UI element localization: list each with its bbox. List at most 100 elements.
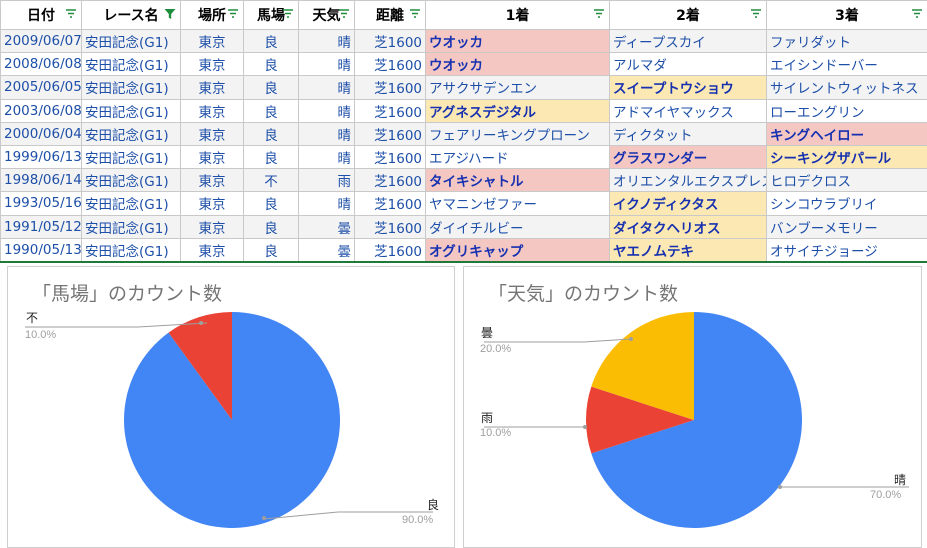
column-header-second[interactable]: 2着 (609, 0, 767, 30)
filter-icon[interactable] (593, 8, 605, 20)
cell-third[interactable]: ヒロデクロス (766, 168, 927, 193)
cell-dist[interactable]: 芝1600 (354, 168, 426, 193)
cell-dist[interactable]: 芝1600 (354, 121, 426, 146)
pie-slice[interactable] (586, 386, 694, 454)
table-row[interactable]: 2005/06/05 安田記念(G1) 東京良晴芝1600 アサクサデンエン スイープト… (0, 75, 927, 100)
cell-dist[interactable]: 芝1600 (354, 75, 426, 100)
cell-race[interactable]: 安田記念(G1) (81, 168, 181, 193)
filter-icon[interactable] (338, 8, 350, 20)
pie-slice[interactable] (591, 312, 802, 528)
cell-race[interactable]: 安田記念(G1) (81, 98, 181, 123)
cell-first[interactable]: エアジハード (425, 144, 610, 170)
cell-date[interactable]: 2009/06/07 (0, 28, 82, 54)
cell-track[interactable]: 良 (243, 52, 299, 77)
cell-second[interactable]: ディクタット (609, 121, 767, 146)
cell-third[interactable]: エイシンドーバー (766, 52, 927, 77)
cell-venue[interactable]: 東京 (180, 75, 244, 100)
cell-venue[interactable]: 東京 (180, 144, 244, 170)
cell-third[interactable]: キングヘイロー (766, 121, 927, 146)
table-row[interactable]: 1993/05/16 安田記念(G1) 東京良晴芝1600 ヤマニンゼファー イクノディ… (0, 191, 927, 216)
cell-third[interactable]: ローエングリン (766, 98, 927, 123)
cell-weather[interactable]: 晴 (298, 52, 355, 77)
cell-date[interactable]: 1991/05/12 (0, 214, 82, 239)
cell-race[interactable]: 安田記念(G1) (81, 28, 181, 54)
cell-venue[interactable]: 東京 (180, 214, 244, 239)
cell-first[interactable]: ウオッカ (425, 28, 610, 54)
cell-track[interactable]: 良 (243, 237, 299, 263)
column-header-weather[interactable]: 天気 (298, 0, 355, 30)
cell-race[interactable]: 安田記念(G1) (81, 52, 181, 77)
cell-venue[interactable]: 東京 (180, 52, 244, 77)
cell-dist[interactable]: 芝1600 (354, 98, 426, 123)
cell-date[interactable]: 2008/06/08 (0, 52, 82, 77)
cell-second[interactable]: ヤエノムテキ (609, 237, 767, 263)
cell-first[interactable]: オグリキャップ (425, 237, 610, 263)
pie-slice[interactable] (168, 312, 232, 420)
filter-icon[interactable] (409, 8, 421, 20)
pie-slice[interactable] (123, 312, 340, 528)
cell-track[interactable]: 良 (243, 75, 299, 100)
cell-second[interactable]: ディープスカイ (609, 28, 767, 54)
filter-icon[interactable] (65, 8, 77, 20)
table-row[interactable]: 1998/06/14 安田記念(G1) 東京不雨芝1600 タイキシャトル オリエンタル… (0, 168, 927, 193)
cell-venue[interactable]: 東京 (180, 168, 244, 193)
cell-first[interactable]: タイキシャトル (425, 168, 610, 193)
table-row[interactable]: 2009/06/07 安田記念(G1) 東京良晴芝1600 ウオッカ ディープスカイ ファ… (0, 28, 927, 54)
cell-date[interactable]: 1999/06/13 (0, 144, 82, 170)
cell-weather[interactable]: 晴 (298, 191, 355, 216)
cell-date[interactable]: 2005/06/05 (0, 75, 82, 100)
cell-track[interactable]: 良 (243, 98, 299, 123)
cell-race[interactable]: 安田記念(G1) (81, 75, 181, 100)
cell-venue[interactable]: 東京 (180, 28, 244, 54)
cell-date[interactable]: 1990/05/13 (0, 237, 82, 263)
cell-track[interactable]: 良 (243, 121, 299, 146)
table-row[interactable]: 2000/06/04 安田記念(G1) 東京良晴芝1600 フェアリーキングプローンデ… (0, 121, 927, 146)
cell-date[interactable]: 1993/05/16 (0, 191, 82, 216)
weather-pie-chart[interactable]: 「天気」のカウント数 曇 20.0% 雨 10.0% 晴 70.0% (463, 266, 922, 548)
table-row[interactable]: 1991/05/12 安田記念(G1) 東京良曇芝1600 ダイイチルビー ダイタクヘリ… (0, 214, 927, 239)
cell-date[interactable]: 1998/06/14 (0, 168, 82, 193)
cell-venue[interactable]: 東京 (180, 98, 244, 123)
table-row[interactable]: 2008/06/08 安田記念(G1) 東京良晴芝1600 ウオッカ アルマダ エイシンド… (0, 52, 927, 77)
cell-dist[interactable]: 芝1600 (354, 28, 426, 54)
pie-slice[interactable] (591, 312, 694, 420)
cell-weather[interactable]: 曇 (298, 237, 355, 263)
cell-weather[interactable]: 晴 (298, 98, 355, 123)
cell-dist[interactable]: 芝1600 (354, 237, 426, 263)
cell-second[interactable]: オリエンタルエクスプレス (609, 168, 767, 193)
cell-weather[interactable]: 晴 (298, 144, 355, 170)
column-header-third[interactable]: 3着 (766, 0, 927, 30)
cell-second[interactable]: スイープトウショウ (609, 75, 767, 100)
table-row[interactable]: 2003/06/08 安田記念(G1) 東京良晴芝1600 アグネスデジタル アドマイヤ… (0, 98, 927, 123)
cell-dist[interactable]: 芝1600 (354, 144, 426, 170)
cell-track[interactable]: 良 (243, 144, 299, 170)
column-header-race[interactable]: レース名 (81, 0, 181, 30)
cell-race[interactable]: 安田記念(G1) (81, 191, 181, 216)
cell-track[interactable]: 良 (243, 28, 299, 54)
cell-second[interactable]: アルマダ (609, 52, 767, 77)
cell-venue[interactable]: 東京 (180, 191, 244, 216)
column-header-venue[interactable]: 場所 (180, 0, 244, 30)
filter-icon[interactable] (911, 8, 923, 20)
cell-second[interactable]: イクノディクタス (609, 191, 767, 216)
cell-second[interactable]: アドマイヤマックス (609, 98, 767, 123)
cell-dist[interactable]: 芝1600 (354, 191, 426, 216)
cell-second[interactable]: グラスワンダー (609, 144, 767, 170)
cell-third[interactable]: サイレントウィットネス (766, 75, 927, 100)
cell-race[interactable]: 安田記念(G1) (81, 237, 181, 263)
cell-third[interactable]: オサイチジョージ (766, 237, 927, 263)
column-header-date[interactable]: 日付 (0, 0, 82, 30)
cell-first[interactable]: アサクサデンエン (425, 75, 610, 100)
cell-second[interactable]: ダイタクヘリオス (609, 214, 767, 239)
filter-icon[interactable] (227, 8, 239, 20)
cell-weather[interactable]: 晴 (298, 121, 355, 146)
column-header-first[interactable]: 1着 (425, 0, 610, 30)
cell-third[interactable]: ファリダット (766, 28, 927, 54)
cell-third[interactable]: バンブーメモリー (766, 214, 927, 239)
cell-first[interactable]: ヤマニンゼファー (425, 191, 610, 216)
cell-first[interactable]: ダイイチルビー (425, 214, 610, 239)
cell-weather[interactable]: 雨 (298, 168, 355, 193)
table-row[interactable]: 1999/06/13 安田記念(G1) 東京良晴芝1600 エアジハード グラスワンダー… (0, 144, 927, 170)
cell-weather[interactable]: 曇 (298, 214, 355, 239)
cell-venue[interactable]: 東京 (180, 121, 244, 146)
